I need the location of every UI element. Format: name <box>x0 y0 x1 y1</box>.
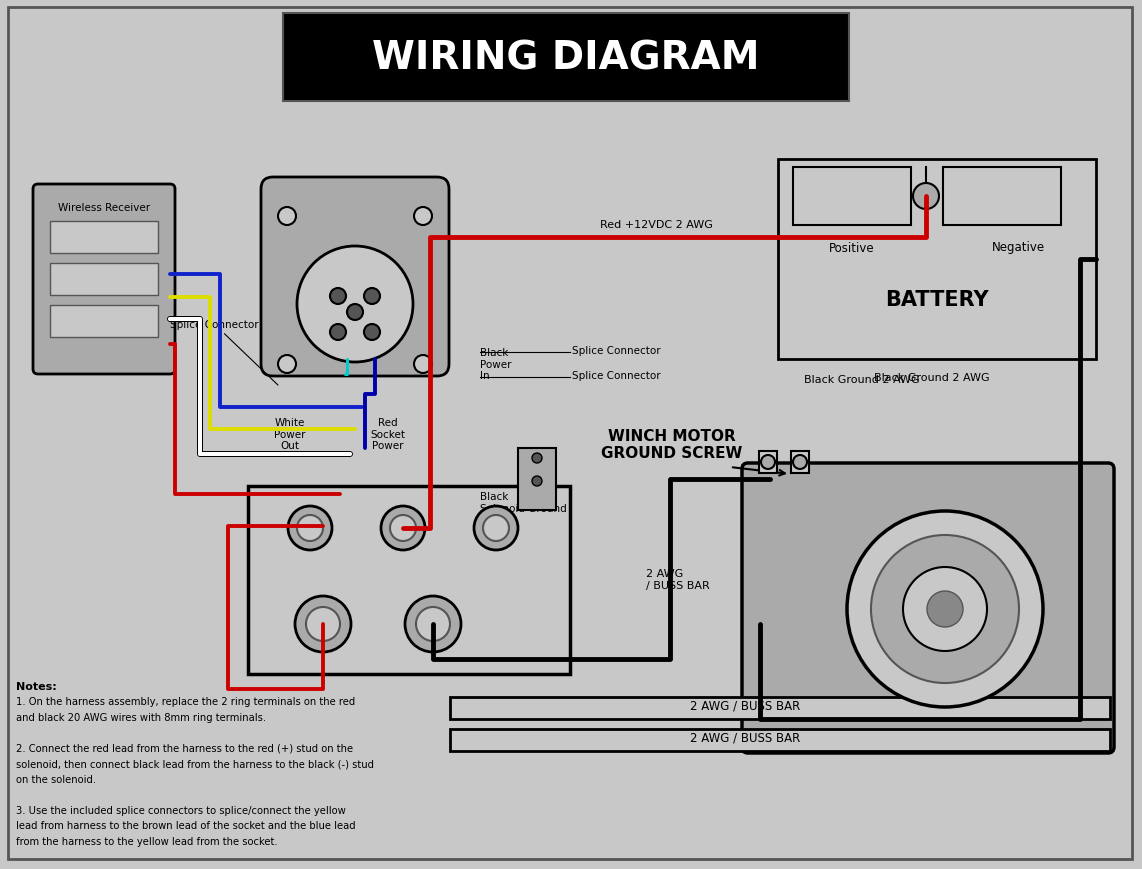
Circle shape <box>761 455 775 469</box>
FancyBboxPatch shape <box>50 222 158 254</box>
Text: Positive: Positive <box>829 242 875 255</box>
Text: from the harness to the yellow lead from the socket.: from the harness to the yellow lead from… <box>16 836 278 846</box>
FancyBboxPatch shape <box>33 185 175 375</box>
Circle shape <box>297 515 323 541</box>
Circle shape <box>847 512 1043 707</box>
Circle shape <box>474 507 518 550</box>
Text: Notes:: Notes: <box>16 681 57 691</box>
Text: 2 AWG / BUSS BAR: 2 AWG / BUSS BAR <box>690 731 801 744</box>
FancyBboxPatch shape <box>791 452 809 474</box>
Text: Splice Connector: Splice Connector <box>572 370 660 381</box>
Circle shape <box>330 289 346 305</box>
Circle shape <box>278 355 296 374</box>
FancyBboxPatch shape <box>283 14 849 102</box>
Circle shape <box>532 476 542 487</box>
Text: WINCH MOTOR
GROUND SCREW: WINCH MOTOR GROUND SCREW <box>602 428 742 461</box>
Circle shape <box>288 507 332 550</box>
Text: lead from harness to the brown lead of the socket and the blue lead: lead from harness to the brown lead of t… <box>16 820 355 831</box>
Text: −: − <box>989 182 1015 211</box>
FancyBboxPatch shape <box>943 168 1061 226</box>
FancyBboxPatch shape <box>262 178 449 376</box>
Circle shape <box>391 515 416 541</box>
FancyBboxPatch shape <box>518 448 556 510</box>
Text: 2 AWG / BUSS BAR: 2 AWG / BUSS BAR <box>690 699 801 712</box>
Text: BATTERY: BATTERY <box>885 289 989 309</box>
Text: +: + <box>842 185 862 209</box>
FancyBboxPatch shape <box>793 168 911 226</box>
FancyBboxPatch shape <box>50 306 158 338</box>
Text: on the solenoid.: on the solenoid. <box>16 774 96 784</box>
Text: WIRING DIAGRAM: WIRING DIAGRAM <box>372 39 759 77</box>
FancyBboxPatch shape <box>450 729 1110 751</box>
Circle shape <box>927 591 963 627</box>
Text: Splice Connector: Splice Connector <box>170 320 278 386</box>
Text: Splice Connector: Splice Connector <box>572 346 660 355</box>
Circle shape <box>364 289 380 305</box>
Text: 3. Use the included splice connectors to splice/connect the yellow: 3. Use the included splice connectors to… <box>16 805 346 815</box>
Text: 2 AWG
/ BUSS BAR: 2 AWG / BUSS BAR <box>646 568 709 590</box>
Text: and black 20 AWG wires with 8mm ring terminals.: and black 20 AWG wires with 8mm ring ter… <box>16 713 266 722</box>
Circle shape <box>364 325 380 341</box>
Circle shape <box>330 325 346 341</box>
FancyBboxPatch shape <box>450 697 1110 720</box>
FancyBboxPatch shape <box>50 263 158 295</box>
Circle shape <box>903 567 987 651</box>
Text: Black Ground 2 AWG: Black Ground 2 AWG <box>875 373 990 382</box>
Circle shape <box>295 596 351 653</box>
Circle shape <box>297 247 413 362</box>
Circle shape <box>871 535 1019 683</box>
FancyBboxPatch shape <box>248 487 570 674</box>
Circle shape <box>415 208 432 226</box>
Text: 2. Connect the red lead from the harness to the red (+) stud on the: 2. Connect the red lead from the harness… <box>16 743 353 753</box>
Circle shape <box>278 208 296 226</box>
Circle shape <box>793 455 807 469</box>
Circle shape <box>381 507 425 550</box>
Text: 1. On the harness assembly, replace the 2 ring terminals on the red: 1. On the harness assembly, replace the … <box>16 697 355 706</box>
Circle shape <box>912 183 939 209</box>
FancyBboxPatch shape <box>759 452 777 474</box>
Circle shape <box>347 305 363 321</box>
Circle shape <box>416 607 450 641</box>
Text: Red +12VDC 2 AWG: Red +12VDC 2 AWG <box>600 220 713 229</box>
Text: Black Ground 2 AWG: Black Ground 2 AWG <box>804 375 920 385</box>
Circle shape <box>405 596 461 653</box>
Circle shape <box>415 355 432 374</box>
Text: White
Power
Out: White Power Out <box>274 417 306 451</box>
Circle shape <box>532 454 542 463</box>
Text: solenoid, then connect black lead from the harness to the black (-) stud: solenoid, then connect black lead from t… <box>16 759 373 768</box>
Text: Black
Solenoid Ground: Black Solenoid Ground <box>480 492 566 513</box>
Circle shape <box>483 515 509 541</box>
Text: Red
Socket
Power: Red Socket Power <box>370 417 405 451</box>
Circle shape <box>306 607 340 641</box>
Text: Wireless Receiver: Wireless Receiver <box>58 202 150 213</box>
Text: Negative: Negative <box>991 242 1045 255</box>
FancyBboxPatch shape <box>778 160 1096 360</box>
FancyBboxPatch shape <box>742 463 1113 753</box>
Text: Black
Power
In: Black Power In <box>480 348 512 381</box>
